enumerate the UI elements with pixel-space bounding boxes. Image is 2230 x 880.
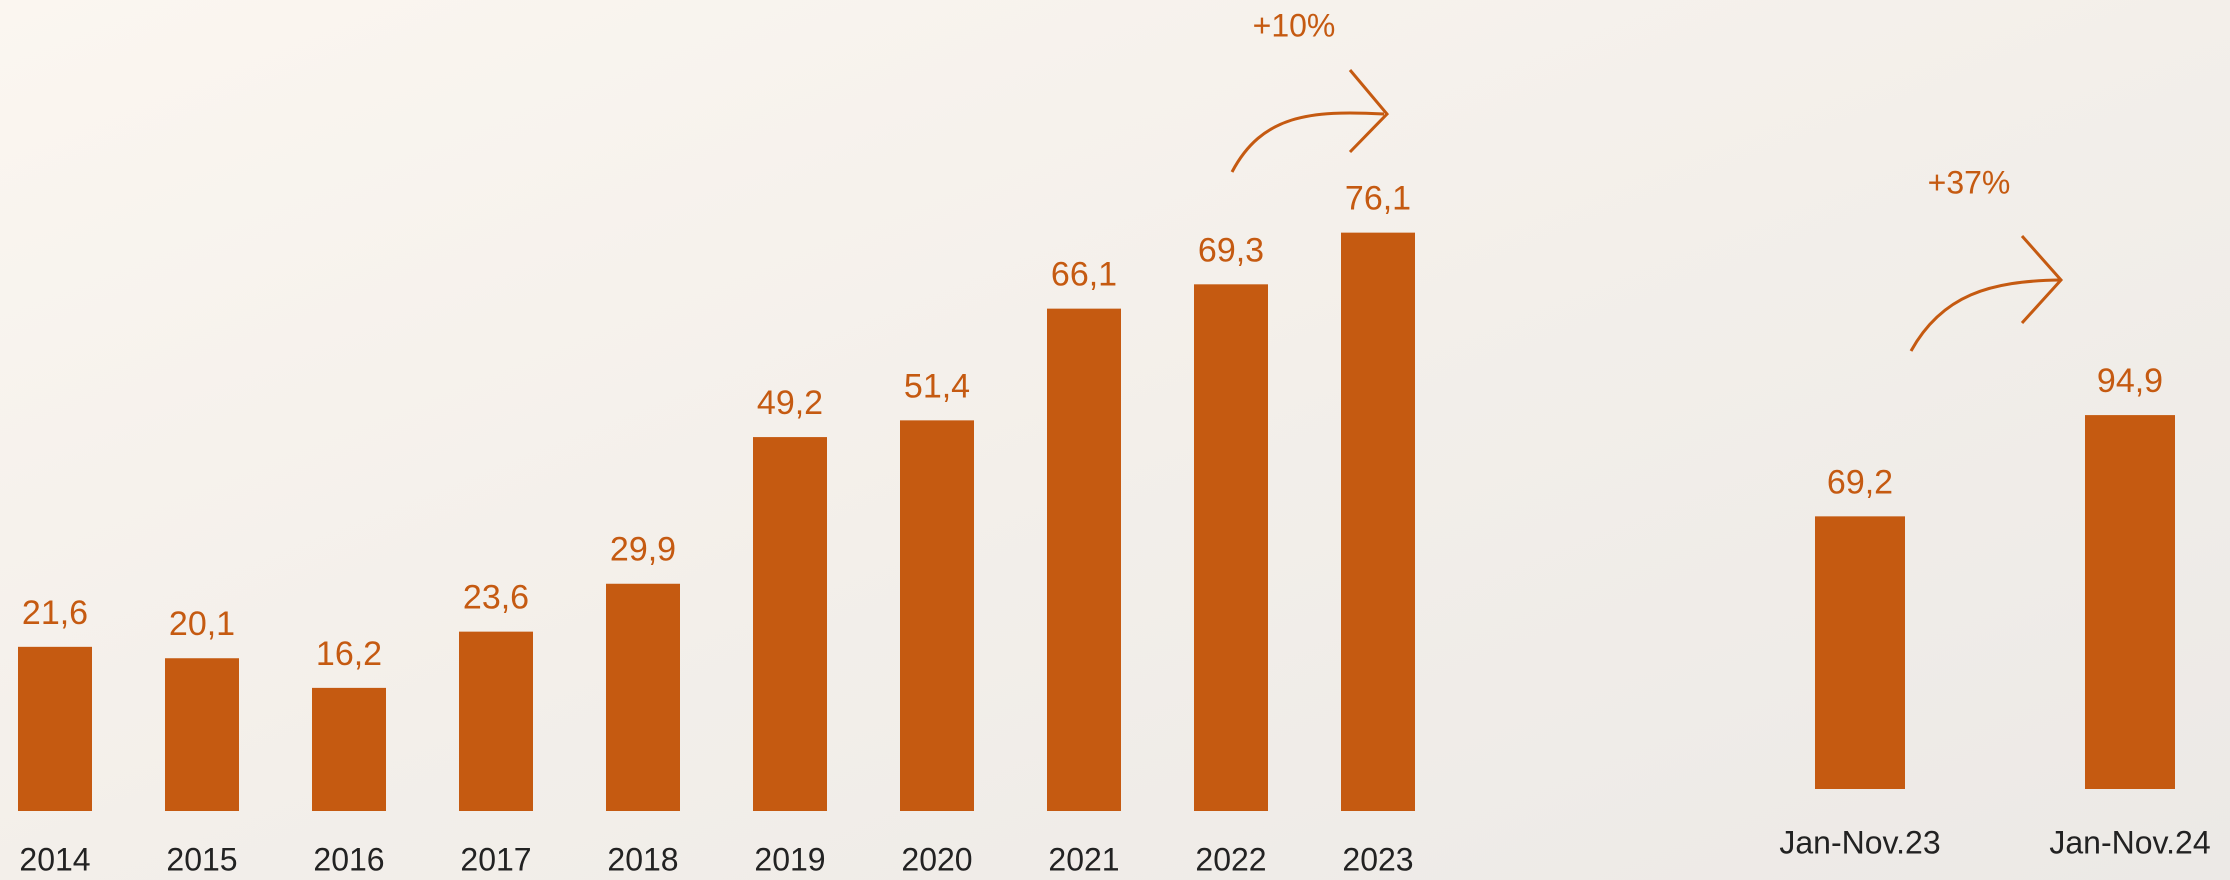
value-label: 94,9 — [2097, 362, 2163, 400]
x-tick-label: Jan-Nov.24 — [2049, 824, 2210, 860]
x-tick-label: 2023 — [1342, 841, 1413, 877]
bar — [606, 584, 680, 811]
value-label: 21,6 — [22, 594, 88, 632]
bar — [753, 437, 827, 811]
value-label: 51,4 — [904, 367, 970, 405]
bar — [2085, 415, 2175, 789]
x-tick-label: 2022 — [1195, 841, 1266, 877]
bar — [1815, 516, 1905, 789]
x-tick-label: 2016 — [313, 841, 384, 877]
bar — [1341, 233, 1415, 811]
value-label: 69,2 — [1827, 463, 1893, 501]
value-label: 20,1 — [169, 605, 235, 643]
value-label: 23,6 — [463, 579, 529, 617]
x-tick-label: 2018 — [607, 841, 678, 877]
value-label: 69,3 — [1198, 231, 1264, 269]
x-tick-label: 2020 — [901, 841, 972, 877]
value-label: 49,2 — [757, 384, 823, 422]
value-label: 66,1 — [1051, 256, 1117, 294]
bar — [1047, 309, 1121, 811]
bar — [312, 688, 386, 811]
x-tick-label: 2021 — [1048, 841, 1119, 877]
value-label: 16,2 — [316, 635, 382, 673]
page: 21,6 2014 20,1 2015 16,2 2016 23,6 2017 29,9 2018… — [0, 0, 2230, 880]
bar — [1194, 284, 1268, 811]
bar — [459, 632, 533, 811]
x-tick-label: 2017 — [460, 841, 531, 877]
x-tick-label: 2019 — [754, 841, 825, 877]
annotation: +37% — [1928, 164, 2011, 200]
bar — [18, 647, 92, 811]
bar — [165, 658, 239, 811]
x-tick-label: 2015 — [166, 841, 237, 877]
x-tick-label: Jan-Nov.23 — [1779, 824, 1940, 860]
chart: 21,6 2014 20,1 2015 16,2 2016 23,6 2017 29,9 2018… — [0, 0, 2230, 880]
value-label: 76,1 — [1345, 180, 1411, 218]
bar — [900, 420, 974, 811]
x-tick-label: 2014 — [19, 841, 90, 877]
annotation: +10% — [1253, 7, 1336, 43]
value-label: 29,9 — [610, 531, 676, 569]
